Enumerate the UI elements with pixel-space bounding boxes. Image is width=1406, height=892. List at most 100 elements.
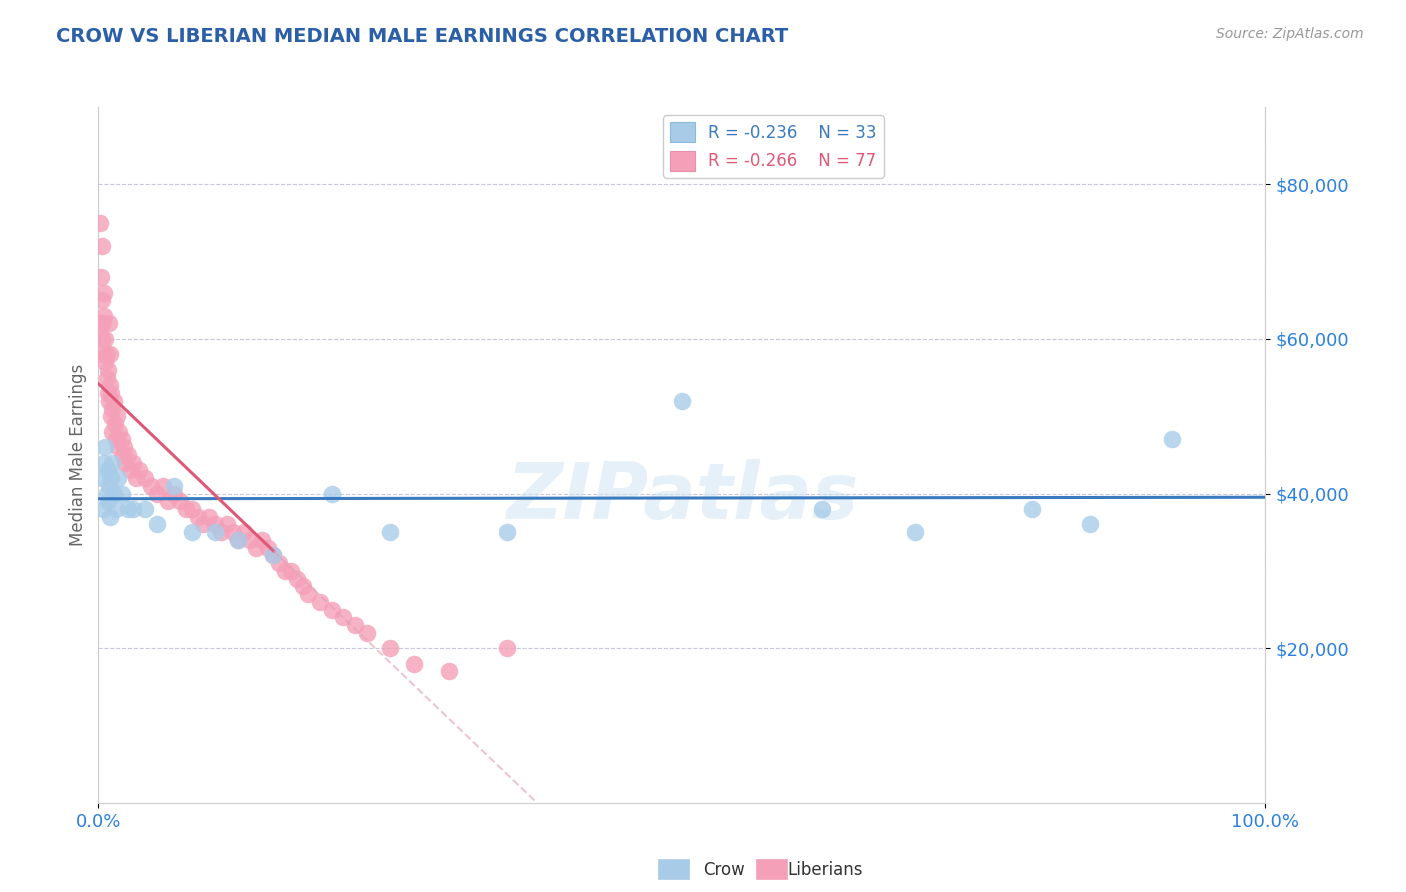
Point [108, 425, 131, 439]
Point [101, 456, 124, 470]
Y-axis label: Median Male Earnings: Median Male Earnings [69, 364, 87, 546]
Point [104, 433, 127, 447]
Point [103, 393, 125, 408]
Point [117, 502, 139, 516]
Point [904, 525, 927, 540]
Point [297, 587, 319, 601]
Point [228, 533, 250, 547]
Point [152, 479, 174, 493]
Point [97, 494, 120, 508]
Point [262, 549, 284, 563]
Point [90, 471, 112, 485]
Point [1021, 502, 1043, 516]
Text: ZIPatlas: ZIPatlas [506, 458, 858, 534]
Point [97, 363, 120, 377]
Point [128, 463, 150, 477]
Point [90, 239, 112, 253]
Point [111, 486, 134, 500]
Point [94, 440, 117, 454]
Point [495, 525, 517, 540]
Point [112, 440, 135, 454]
Point [104, 417, 127, 431]
Point [180, 525, 202, 540]
Point [118, 463, 141, 477]
Point [114, 456, 136, 470]
Point [180, 502, 202, 516]
Point [90, 317, 112, 331]
Bar [658, 859, 689, 879]
Point [91, 347, 114, 361]
Point [321, 486, 343, 500]
Point [93, 456, 115, 470]
Point [93, 285, 115, 300]
Point [103, 486, 125, 500]
Point [280, 564, 302, 578]
Point [98, 378, 121, 392]
Point [104, 502, 127, 516]
Point [269, 556, 291, 570]
Point [89, 216, 111, 230]
Point [174, 502, 197, 516]
Point [90, 332, 112, 346]
Point [117, 448, 139, 462]
Text: Crow: Crow [703, 861, 745, 879]
Point [97, 463, 120, 477]
Legend: R = -0.236    N = 33, R = -0.266    N = 77: R = -0.236 N = 33, R = -0.266 N = 77 [664, 115, 883, 178]
Point [215, 517, 238, 532]
Point [101, 401, 124, 416]
Point [169, 494, 191, 508]
Point [321, 602, 343, 616]
Point [94, 332, 117, 346]
Point [233, 525, 256, 540]
Point [91, 317, 114, 331]
Text: Source: ZipAtlas.com: Source: ZipAtlas.com [1216, 27, 1364, 41]
Point [285, 572, 308, 586]
Text: CROW VS LIBERIAN MEDIAN MALE EARNINGS CORRELATION CHART: CROW VS LIBERIAN MEDIAN MALE EARNINGS CO… [56, 27, 789, 45]
Point [495, 641, 517, 656]
Point [256, 541, 278, 555]
Point [671, 393, 693, 408]
Point [146, 517, 169, 532]
Point [262, 549, 284, 563]
Point [187, 509, 209, 524]
Point [245, 541, 267, 555]
Point [94, 355, 117, 369]
Point [1080, 517, 1102, 532]
Point [97, 479, 120, 493]
Point [139, 479, 162, 493]
Point [134, 471, 156, 485]
Point [134, 502, 156, 516]
Point [344, 618, 367, 632]
Point [291, 579, 314, 593]
Point [93, 309, 115, 323]
Point [111, 448, 134, 462]
Point [163, 479, 186, 493]
Point [250, 533, 273, 547]
Point [378, 641, 402, 656]
Point [332, 610, 354, 624]
Point [122, 456, 145, 470]
Point [107, 471, 129, 485]
Point [90, 293, 112, 308]
Point [96, 347, 118, 361]
Point [98, 347, 121, 361]
Point [97, 393, 120, 408]
Point [101, 425, 124, 439]
Text: Liberians: Liberians [787, 861, 863, 879]
Point [105, 409, 128, 424]
Point [90, 270, 112, 285]
Point [228, 533, 250, 547]
Point [204, 525, 226, 540]
Point [193, 517, 215, 532]
Point [100, 386, 122, 401]
Point [97, 386, 120, 401]
Point [91, 502, 114, 516]
Point [356, 625, 378, 640]
Bar [756, 859, 787, 879]
Point [221, 525, 243, 540]
Point [97, 317, 120, 331]
Point [125, 471, 148, 485]
Point [402, 657, 425, 671]
Point [274, 564, 297, 578]
Point [122, 502, 145, 516]
